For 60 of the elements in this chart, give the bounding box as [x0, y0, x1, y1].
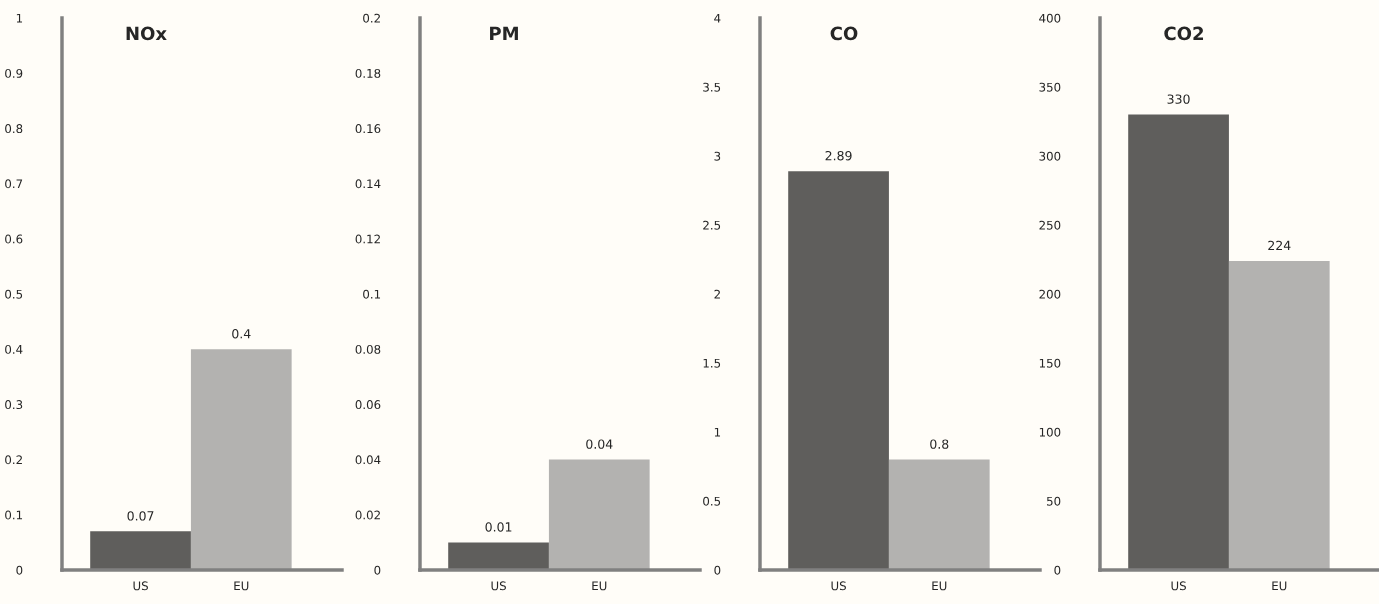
y-tick-label: 0 — [374, 565, 381, 575]
y-tick-label: 1.5 — [703, 358, 721, 368]
y-tick-label: 0.3 — [5, 400, 23, 410]
y-tick-label: 0.02 — [355, 510, 380, 520]
y-tick-label: 2 — [714, 289, 720, 299]
y-tick-label: 0.8 — [5, 124, 23, 134]
y-tick-label: 250 — [1039, 220, 1061, 230]
y-tick-label: 0.08 — [355, 344, 381, 354]
y-tick-label: 150 — [1039, 358, 1061, 368]
x-tick-label: US — [133, 581, 148, 591]
x-tick-label: US — [831, 581, 846, 591]
chart-title: CO2 — [1164, 26, 1204, 41]
y-tick-label: 0.4 — [5, 344, 23, 354]
y-tick-label: 300 — [1039, 151, 1061, 161]
x-tick-label: EU — [1272, 581, 1287, 591]
data-label: 0.01 — [485, 522, 512, 532]
chart-title: PM — [490, 26, 518, 40]
x-tick-label: EU — [234, 581, 249, 591]
y-tick-label: 0 — [1054, 565, 1061, 575]
data-label: 0.04 — [586, 439, 613, 449]
y-tick-label: 0.04 — [355, 455, 381, 465]
x-tick-label: US — [491, 581, 506, 591]
y-tick-label: 0.2 — [363, 13, 380, 23]
chart-title: NOx — [126, 26, 167, 41]
y-tick-label: 0.6 — [5, 234, 23, 244]
y-tick-label: 100 — [1039, 427, 1061, 437]
chart-title: CO — [830, 26, 858, 41]
y-tick-label: 0.9 — [5, 68, 23, 78]
y-tick-label: 1 — [714, 427, 721, 437]
y-tick-label: 0.16 — [355, 124, 381, 134]
y-tick-label: 1 — [16, 13, 23, 23]
data-label: 224 — [1268, 240, 1291, 250]
y-tick-label: 0.5 — [703, 496, 721, 506]
y-tick-label: 0.18 — [355, 68, 381, 78]
y-tick-label: 350 — [1039, 82, 1061, 92]
data-label: 0.07 — [127, 511, 154, 521]
y-tick-label: 4 — [714, 13, 721, 23]
x-tick-label: EU — [592, 581, 607, 591]
data-label: 2.89 — [825, 150, 852, 161]
data-label: 0.4 — [232, 328, 251, 339]
y-tick-label: 0.14 — [355, 179, 381, 189]
data-label: 0.8 — [930, 439, 949, 449]
y-tick-label: 0.1 — [5, 510, 23, 520]
y-tick-label: 3.5 — [703, 82, 721, 92]
y-tick-label: 0 — [714, 565, 721, 575]
x-tick-label: EU — [932, 581, 947, 591]
y-tick-label: 50 — [1047, 496, 1061, 506]
y-tick-label: 2.5 — [703, 220, 721, 230]
y-tick-label: 200 — [1039, 289, 1061, 299]
y-tick-label: 0.12 — [355, 234, 380, 244]
data-label: 330 — [1167, 94, 1190, 104]
y-tick-label: 0.1 — [363, 289, 381, 299]
y-tick-label: 400 — [1039, 13, 1061, 23]
y-tick-label: 3 — [714, 151, 721, 161]
y-tick-label: 0.2 — [5, 455, 22, 465]
y-tick-label: 0 — [16, 565, 23, 575]
y-tick-label: 0.06 — [355, 400, 381, 410]
y-tick-label: 0.7 — [5, 179, 23, 189]
y-tick-label: 0.5 — [5, 289, 23, 299]
x-tick-label: US — [1171, 581, 1186, 591]
